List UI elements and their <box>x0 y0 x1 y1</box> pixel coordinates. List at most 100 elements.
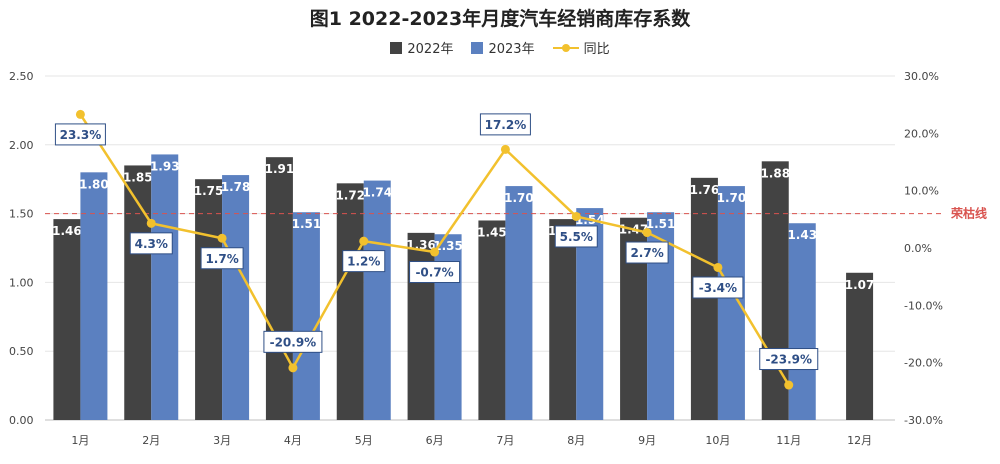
y-right-tick-label: 10.0% <box>904 185 939 198</box>
yoy-point <box>571 211 581 221</box>
yoy-point <box>75 109 85 119</box>
yoy-data-label: 4.3% <box>135 237 168 251</box>
yoy-point <box>642 228 652 238</box>
yoy-point <box>784 380 794 390</box>
yoy-point <box>288 363 298 373</box>
data-label-2023: 1.93 <box>150 159 180 173</box>
data-label-2023: 1.70 <box>717 191 747 205</box>
y-right-tick-label: -10.0% <box>904 299 943 312</box>
legend-item-yoy: 同比 <box>552 38 610 57</box>
bar-2022 <box>53 219 81 420</box>
yoy-point <box>500 144 510 154</box>
yoy-label-box <box>200 247 244 270</box>
data-label-2022: 1.45 <box>477 225 507 239</box>
data-label-2022: 1.75 <box>194 184 224 198</box>
yoy-label-box <box>54 123 106 146</box>
yoy-label-box <box>342 250 386 273</box>
bar-2022 <box>690 177 718 420</box>
data-label-2022: 1.76 <box>690 183 720 197</box>
bar-2022 <box>336 183 364 420</box>
data-label-2022: 1.07 <box>845 278 875 292</box>
legend-item-2022: 2022年 <box>390 38 453 57</box>
legend-swatch-yoy <box>552 42 579 54</box>
data-label-2023: 1.74 <box>362 186 392 200</box>
bar-2023 <box>80 172 108 420</box>
yoy-point <box>430 247 440 257</box>
yoy-label-box <box>409 261 461 284</box>
chart-title: 图1 2022-2023年月度汽车经销商库存系数 <box>309 8 691 30</box>
yoy-data-label: 17.2% <box>485 118 527 132</box>
data-label-2022: 1.88 <box>760 166 790 180</box>
y-left-tick-label: 2.50 <box>9 70 34 83</box>
bar-2023 <box>363 180 391 420</box>
legend-label-2022: 2022年 <box>407 42 454 57</box>
yoy-label-box <box>554 225 598 248</box>
x-tick-label: 9月 <box>638 434 656 447</box>
y-left-tick-label: 1.00 <box>9 276 34 289</box>
bar-2023 <box>222 175 250 420</box>
yoy-label-box <box>479 113 531 136</box>
yoy-data-label: -20.9% <box>270 335 317 349</box>
bar-2022 <box>761 161 789 420</box>
yoy-data-label: -3.4% <box>699 281 737 295</box>
legend-label-2023: 2023年 <box>488 42 535 57</box>
x-tick-label: 10月 <box>705 434 730 447</box>
reference-line-label: 荣枯线 <box>950 206 987 221</box>
x-tick-label: 2月 <box>142 434 160 447</box>
data-label-2023: 1.70 <box>504 191 534 205</box>
legend-label-yoy: 同比 <box>583 42 610 57</box>
y-left-tick-label: 0.00 <box>9 414 34 427</box>
yoy-label-box <box>759 348 819 371</box>
data-label-2022: 1.46 <box>52 224 82 238</box>
legend-swatch-2023 <box>471 41 484 54</box>
yoy-data-label: -23.9% <box>765 353 812 367</box>
y-left-tick-label: 2.00 <box>9 139 34 152</box>
yoy-point <box>359 236 369 246</box>
yoy-point <box>217 233 227 243</box>
bar-2022 <box>478 220 506 420</box>
bar-2022 <box>549 219 577 420</box>
yoy-data-label: 23.3% <box>60 128 102 142</box>
bar-2022 <box>124 165 152 420</box>
bar-2023 <box>717 186 745 420</box>
yoy-label-box <box>129 232 173 255</box>
bar-2022 <box>195 179 223 420</box>
x-tick-label: 11月 <box>776 434 801 447</box>
x-tick-label: 4月 <box>284 434 302 447</box>
yoy-point <box>713 262 723 272</box>
y-right-tick-label: 30.0% <box>904 70 939 83</box>
x-tick-label: 5月 <box>355 434 373 447</box>
x-tick-label: 12月 <box>847 434 872 447</box>
data-label-2022: 1.91 <box>265 162 295 176</box>
bar-2022 <box>846 272 874 420</box>
data-label-2023: 1.51 <box>292 217 322 231</box>
yoy-data-label: 5.5% <box>560 230 593 244</box>
yoy-data-label: -0.7% <box>415 266 453 280</box>
x-tick-label: 7月 <box>496 434 514 447</box>
y-right-tick-label: 20.0% <box>904 127 939 140</box>
y-right-tick-label: -20.0% <box>904 357 943 370</box>
y-right-tick-label: 0.0% <box>904 242 932 255</box>
bar-2022 <box>265 157 293 420</box>
yoy-label-box <box>625 241 669 264</box>
chart-legend: 2022年 2023年 同比 <box>0 38 1000 57</box>
yoy-point <box>146 218 156 228</box>
data-label-2023: 1.51 <box>646 217 676 231</box>
bar-2022 <box>407 232 435 420</box>
data-label-2023: 1.80 <box>79 177 109 191</box>
legend-swatch-2022 <box>390 41 403 54</box>
data-label-2022: 1.85 <box>123 170 153 184</box>
legend-item-2023: 2023年 <box>471 38 535 57</box>
y-left-tick-label: 1.50 <box>9 208 34 221</box>
yoy-data-label: 1.2% <box>347 255 380 269</box>
data-label-2023: 1.78 <box>221 180 251 194</box>
bar-2023 <box>505 186 533 420</box>
x-tick-label: 1月 <box>71 434 89 447</box>
x-tick-label: 6月 <box>426 434 444 447</box>
data-label-2023: 1.43 <box>787 228 817 242</box>
bar-2023 <box>788 223 816 420</box>
x-tick-label: 3月 <box>213 434 231 447</box>
yoy-data-label: 2.7% <box>630 246 663 260</box>
bar-2023 <box>151 154 179 420</box>
